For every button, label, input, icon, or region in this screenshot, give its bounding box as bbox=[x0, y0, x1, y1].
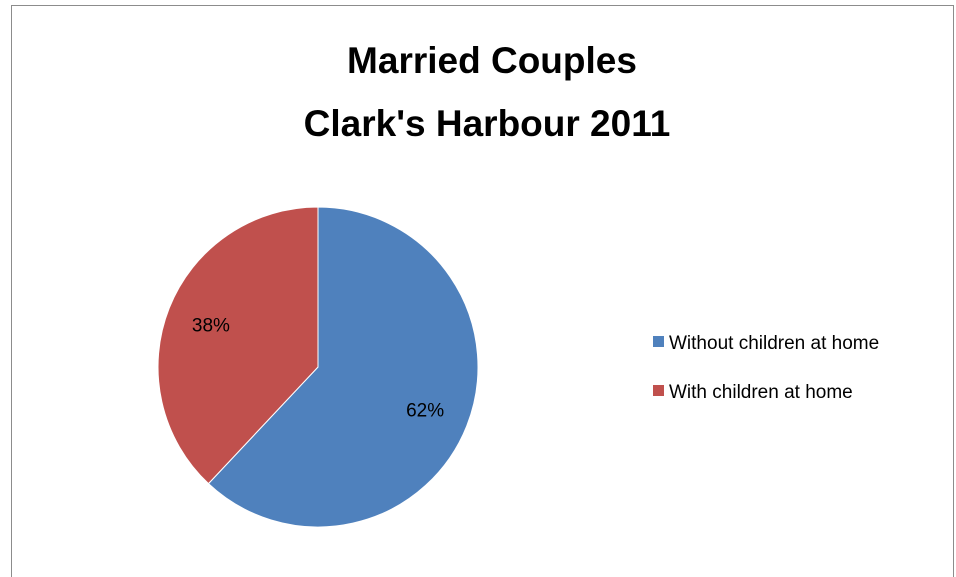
data-label-with-children: 38% bbox=[192, 316, 230, 337]
legend: Without children at home With children a… bbox=[653, 333, 879, 403]
chart-title-line-2: Clark's Harbour 2011 bbox=[304, 103, 671, 144]
data-label-without-children: 62% bbox=[406, 400, 444, 421]
legend-swatch-without-children bbox=[653, 336, 664, 347]
pie-slices bbox=[158, 207, 478, 527]
legend-swatch-with-children bbox=[653, 385, 664, 396]
legend-label-with-children: With children at home bbox=[669, 382, 853, 403]
legend-label-without-children: Without children at home bbox=[669, 333, 879, 354]
chart-title-line-1: Married Couples bbox=[347, 40, 637, 81]
